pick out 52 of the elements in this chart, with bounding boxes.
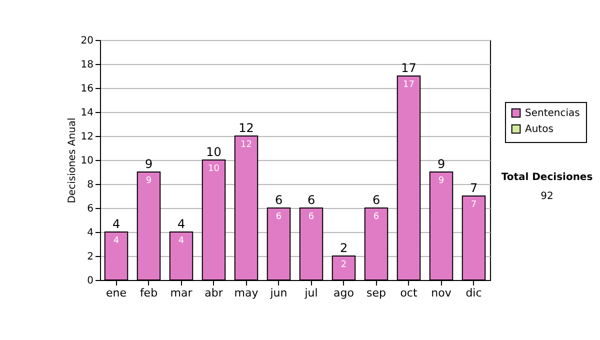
data-label: 6 [276, 212, 282, 222]
y-tick-label: 12 [80, 132, 94, 142]
x-tick-label: ene [106, 286, 127, 300]
x-tick-label: abr [204, 286, 224, 300]
total-label: 9 [437, 157, 446, 171]
text: 92 [540, 191, 554, 202]
data-label: 6 [308, 212, 314, 222]
x-tick-label: jun [269, 286, 288, 300]
data-label: 9 [146, 176, 152, 186]
legend-label: Sentencias [525, 108, 580, 119]
y-tick-label: 10 [80, 156, 94, 166]
data-label: 2 [340, 260, 347, 270]
data-label: 6 [373, 212, 380, 222]
total-label: 7 [470, 181, 478, 195]
total-label: 4 [112, 217, 120, 231]
data-label: 10 [208, 164, 220, 174]
x-tick-label: jul [304, 286, 318, 300]
total-label: 6 [372, 193, 380, 207]
x-tick-label: ago [334, 286, 354, 300]
y-tick-label: 20 [80, 36, 94, 46]
total-label: 2 [340, 241, 348, 255]
y-tick-label: 8 [87, 180, 94, 190]
x-tick-label: oct [400, 286, 418, 300]
legend-label: Autos [525, 124, 554, 135]
x-tick-label: sep [366, 286, 386, 300]
y-tick-label: 2 [87, 252, 94, 262]
y-tick-label: 4 [87, 228, 94, 238]
y-tick-label: 14 [80, 108, 94, 118]
y-tick-label: 18 [80, 60, 94, 70]
x-tick-label: mar [170, 286, 193, 300]
data-label: 12 [240, 140, 252, 150]
total-label: 6 [307, 193, 316, 207]
total-label: 6 [274, 193, 283, 207]
total-label: 12 [238, 121, 254, 135]
x-tick-label: nov [431, 286, 452, 300]
y-tick-label: 0 [87, 276, 94, 286]
total-label: 10 [206, 145, 222, 159]
text: Total Decisiones [500, 172, 594, 183]
total-label: 9 [144, 157, 153, 171]
data-label: 7 [470, 200, 477, 210]
y-axis-title: Decisiones Anual [66, 118, 78, 204]
total-label: 4 [177, 217, 186, 231]
y-tick-label: 16 [80, 84, 94, 94]
data-label: 4 [178, 236, 184, 246]
total-label: 17 [401, 61, 416, 75]
x-tick-label: feb [140, 286, 158, 300]
x-tick-label: dic [466, 286, 482, 300]
data-label: 17 [403, 80, 414, 90]
data-label: 4 [113, 236, 120, 246]
data-label: 9 [438, 176, 444, 186]
x-tick-label: may [234, 286, 259, 300]
y-tick-label: 6 [87, 204, 94, 214]
